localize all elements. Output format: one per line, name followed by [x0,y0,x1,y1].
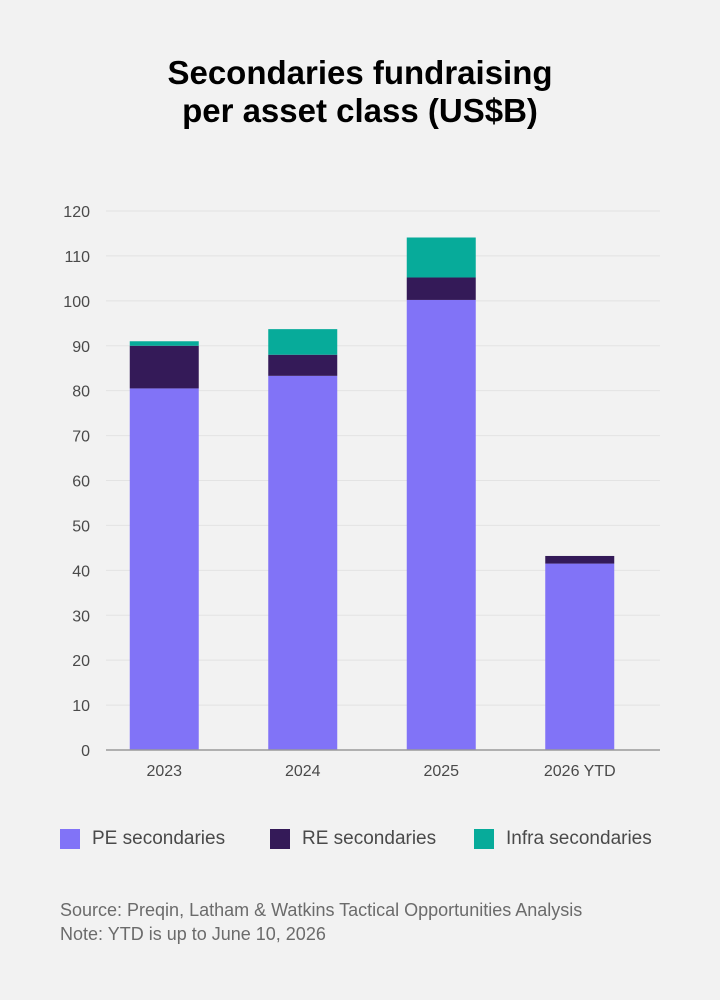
legend-swatch-infra [474,829,494,849]
y-tick-label-90: 90 [72,339,90,356]
y-tick-label-20: 20 [72,653,90,670]
y-tick-label-80: 80 [72,384,90,401]
x-tick-label-2026-ytd: 2026 YTD [544,763,616,780]
bar-pe-2024 [268,375,338,750]
y-tick-label-50: 50 [72,518,90,535]
chart-legend: PE secondaries RE secondaries Infra seco… [60,828,680,858]
x-tick-label-2023: 2023 [146,763,182,780]
bar-re-2025 [406,277,476,300]
chart-title: Secondaries fundraising per asset class … [0,54,720,130]
y-tick-label-110: 110 [64,249,90,266]
bar-pe-2026-ytd [545,563,615,750]
y-tick-label-70: 70 [72,429,90,446]
ytd-note: Note: YTD is up to June 10, 2026 [60,924,326,944]
bar-pe-2025 [406,299,476,750]
y-tick-label-30: 30 [72,608,90,625]
y-tick-label-100: 100 [63,294,90,311]
chart-footer: Source: Preqin, Latham & Watkins Tactica… [60,898,700,946]
bar-re-2024 [268,354,338,376]
bar-re-2026-ytd [545,555,615,564]
legend-item-infra: Infra secondaries [474,828,652,850]
y-tick-label-120: 120 [63,204,90,221]
legend-swatch-pe [60,829,80,849]
legend-swatch-re [270,829,290,849]
legend-item-re: RE secondaries [270,828,436,850]
y-tick-label-60: 60 [72,474,90,491]
legend-label-re: RE secondaries [302,828,437,849]
bar-infra-2024 [268,329,338,355]
y-tick-label-10: 10 [72,698,90,715]
source-note: Source: Preqin, Latham & Watkins Tactica… [60,900,583,920]
y-tick-label-40: 40 [72,563,90,580]
chart-title-line-1: Secondaries fundraising [167,54,553,91]
legend-label-infra: Infra secondaries [506,828,652,849]
chart-title-line-2: per asset class (US$B) [182,92,538,129]
bar-infra-2025 [406,237,476,278]
legend-label-pe: PE secondaries [92,828,226,849]
bar-infra-2023 [129,341,199,346]
bar-pe-2023 [129,388,199,750]
x-tick-label-2024: 2024 [285,763,321,780]
bar-re-2023 [129,345,199,389]
x-tick-label-2025: 2025 [423,763,459,780]
y-tick-label-0: 0 [81,743,90,760]
legend-item-pe: PE secondaries [60,828,225,850]
